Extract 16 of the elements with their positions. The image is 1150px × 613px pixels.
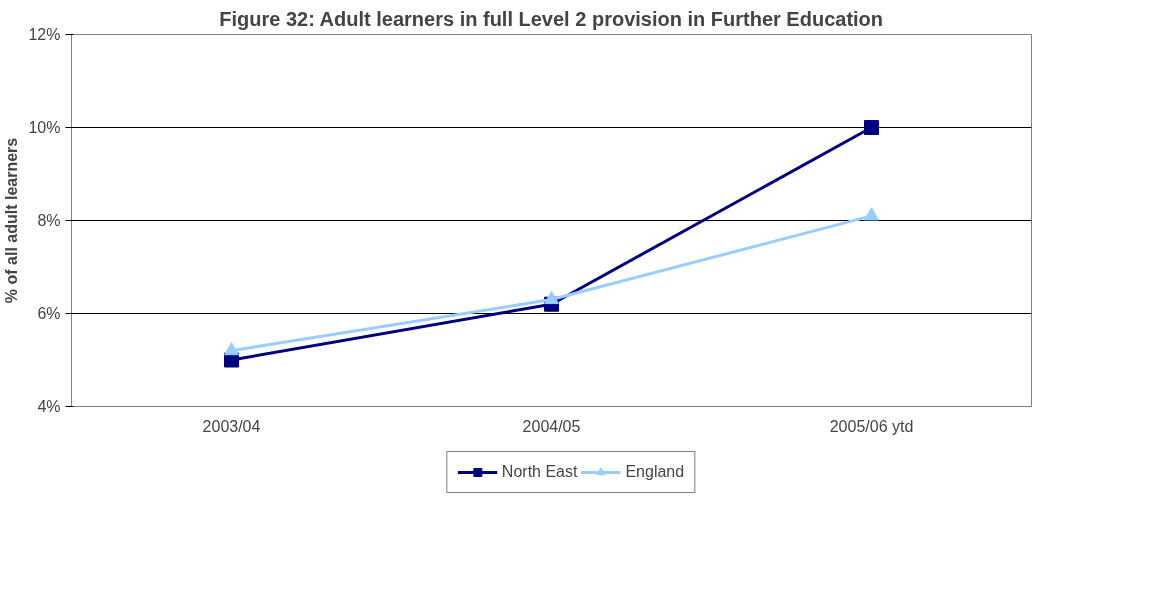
point <box>224 342 239 356</box>
legend-label: North East <box>501 463 578 481</box>
x-tick-label: 2005/06 ytd <box>829 417 914 435</box>
x-tick-label: 2003/04 <box>202 417 261 435</box>
y-tick-label: 12% <box>28 26 61 43</box>
y-axis-title: % of all adult learners <box>3 137 21 304</box>
point <box>864 207 879 221</box>
legend-label: England <box>625 463 685 481</box>
point <box>544 290 559 305</box>
y-tick-label: 10% <box>28 119 61 136</box>
x-tick-label: 2004/05 <box>522 417 581 435</box>
chart-title: Figure 32: Adult learners in full Level 2 provision in Further Education <box>219 7 884 30</box>
point <box>864 120 879 135</box>
y-tick-label: 8% <box>37 212 61 229</box>
y-tick-label: 6% <box>37 305 61 322</box>
y-tick-label: 4% <box>37 398 61 415</box>
